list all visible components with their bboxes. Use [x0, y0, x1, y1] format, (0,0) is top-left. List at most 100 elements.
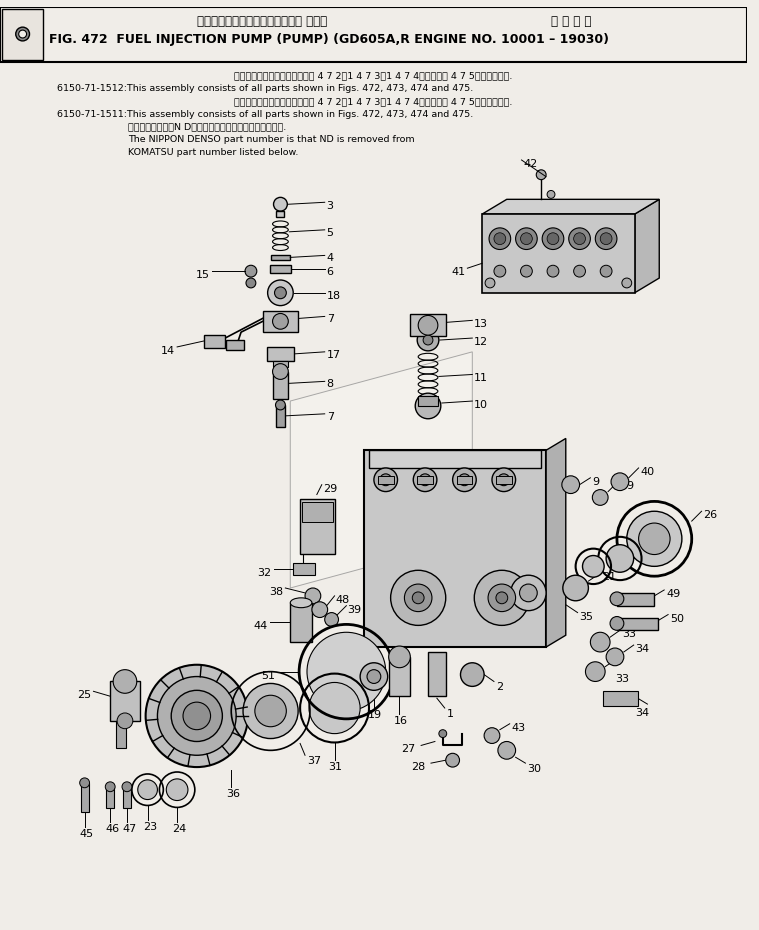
Circle shape: [547, 265, 559, 277]
Circle shape: [307, 632, 386, 711]
Text: 28: 28: [411, 763, 426, 772]
Circle shape: [415, 393, 441, 418]
Circle shape: [592, 489, 608, 505]
Text: 36: 36: [226, 789, 241, 799]
Circle shape: [610, 617, 624, 631]
Bar: [116, 721, 126, 749]
Polygon shape: [546, 438, 565, 647]
Circle shape: [446, 753, 459, 767]
Circle shape: [461, 663, 484, 686]
Text: 6150-71-1512:This assembly consists of all parts shown in Figs. 472, 473, 474 an: 6150-71-1512:This assembly consists of a…: [57, 85, 474, 93]
Text: 43: 43: [512, 723, 526, 733]
Text: 3: 3: [326, 201, 334, 211]
Circle shape: [547, 191, 555, 198]
Bar: [428, 652, 446, 697]
Text: 51: 51: [262, 671, 276, 681]
Circle shape: [380, 474, 392, 485]
Circle shape: [246, 278, 256, 288]
Circle shape: [273, 197, 288, 211]
Circle shape: [458, 474, 471, 485]
Circle shape: [272, 313, 288, 329]
Bar: [2, 9, 43, 60]
Circle shape: [389, 646, 411, 668]
Circle shape: [305, 588, 321, 604]
Bar: [389, 657, 411, 697]
Circle shape: [367, 670, 381, 684]
Text: 19: 19: [368, 710, 382, 720]
Circle shape: [309, 683, 360, 734]
Text: 33: 33: [615, 673, 629, 684]
Bar: [418, 396, 438, 406]
Circle shape: [582, 555, 604, 578]
Text: 26: 26: [704, 511, 718, 520]
Bar: [276, 211, 285, 217]
Text: 16: 16: [394, 716, 408, 726]
Polygon shape: [290, 352, 472, 588]
Circle shape: [122, 782, 132, 791]
Text: 適 用 号 機: 適 用 号 機: [551, 15, 591, 28]
Circle shape: [439, 730, 447, 737]
Circle shape: [157, 676, 236, 755]
Bar: [603, 691, 638, 706]
Text: 9: 9: [592, 477, 600, 486]
Circle shape: [117, 713, 133, 729]
Circle shape: [412, 591, 424, 604]
Circle shape: [600, 265, 612, 277]
Circle shape: [255, 696, 286, 726]
Text: 7: 7: [326, 314, 334, 325]
Text: 48: 48: [335, 595, 350, 604]
Bar: [457, 476, 472, 484]
Polygon shape: [482, 199, 660, 214]
Circle shape: [113, 670, 137, 693]
Bar: [106, 787, 114, 808]
Polygon shape: [635, 199, 660, 293]
Circle shape: [492, 468, 515, 492]
Text: 38: 38: [269, 587, 283, 597]
Circle shape: [245, 265, 257, 277]
Circle shape: [511, 575, 546, 611]
Bar: [617, 593, 654, 605]
Bar: [80, 783, 89, 812]
Circle shape: [146, 665, 248, 767]
Text: 17: 17: [326, 350, 341, 360]
Circle shape: [106, 782, 115, 791]
Text: このアセンブリの構成部品は図 4 7 2、1 4 7 3、1 4 7 4図および図 4 7 5図を含みます.: このアセンブリの構成部品は図 4 7 2、1 4 7 3、1 4 7 4図および…: [234, 72, 512, 80]
Circle shape: [494, 265, 505, 277]
Bar: [276, 405, 285, 427]
Circle shape: [166, 779, 188, 801]
Circle shape: [622, 278, 631, 288]
Circle shape: [595, 228, 617, 249]
Ellipse shape: [290, 598, 312, 607]
Bar: [496, 476, 512, 484]
Circle shape: [137, 780, 157, 800]
Text: 47: 47: [122, 824, 137, 834]
Circle shape: [606, 648, 624, 666]
Text: 23: 23: [143, 822, 157, 832]
Text: 39: 39: [620, 481, 634, 491]
Circle shape: [276, 400, 285, 410]
Text: 7: 7: [326, 412, 334, 422]
Text: 46: 46: [106, 824, 119, 834]
Text: 45: 45: [80, 829, 94, 839]
Circle shape: [452, 468, 476, 492]
Bar: [263, 311, 298, 332]
Text: 4: 4: [326, 254, 334, 263]
Circle shape: [325, 613, 339, 627]
Text: 15: 15: [196, 271, 209, 280]
Bar: [272, 371, 288, 399]
Text: 40: 40: [641, 467, 655, 477]
Circle shape: [172, 690, 222, 741]
Circle shape: [474, 570, 529, 625]
Circle shape: [591, 632, 610, 652]
Text: 34: 34: [635, 708, 650, 718]
Text: 41: 41: [452, 267, 465, 277]
Bar: [271, 256, 290, 260]
Bar: [269, 265, 291, 273]
Circle shape: [521, 265, 532, 277]
Circle shape: [405, 584, 432, 612]
Circle shape: [610, 591, 624, 605]
Circle shape: [413, 468, 437, 492]
Circle shape: [312, 602, 328, 618]
Text: このアセンブリの構成部品は図 4 7 2、1 4 7 3、1 4 7 4図および図 4 7 5図を含みます.: このアセンブリの構成部品は図 4 7 2、1 4 7 3、1 4 7 4図および…: [234, 97, 512, 106]
Circle shape: [568, 228, 591, 249]
